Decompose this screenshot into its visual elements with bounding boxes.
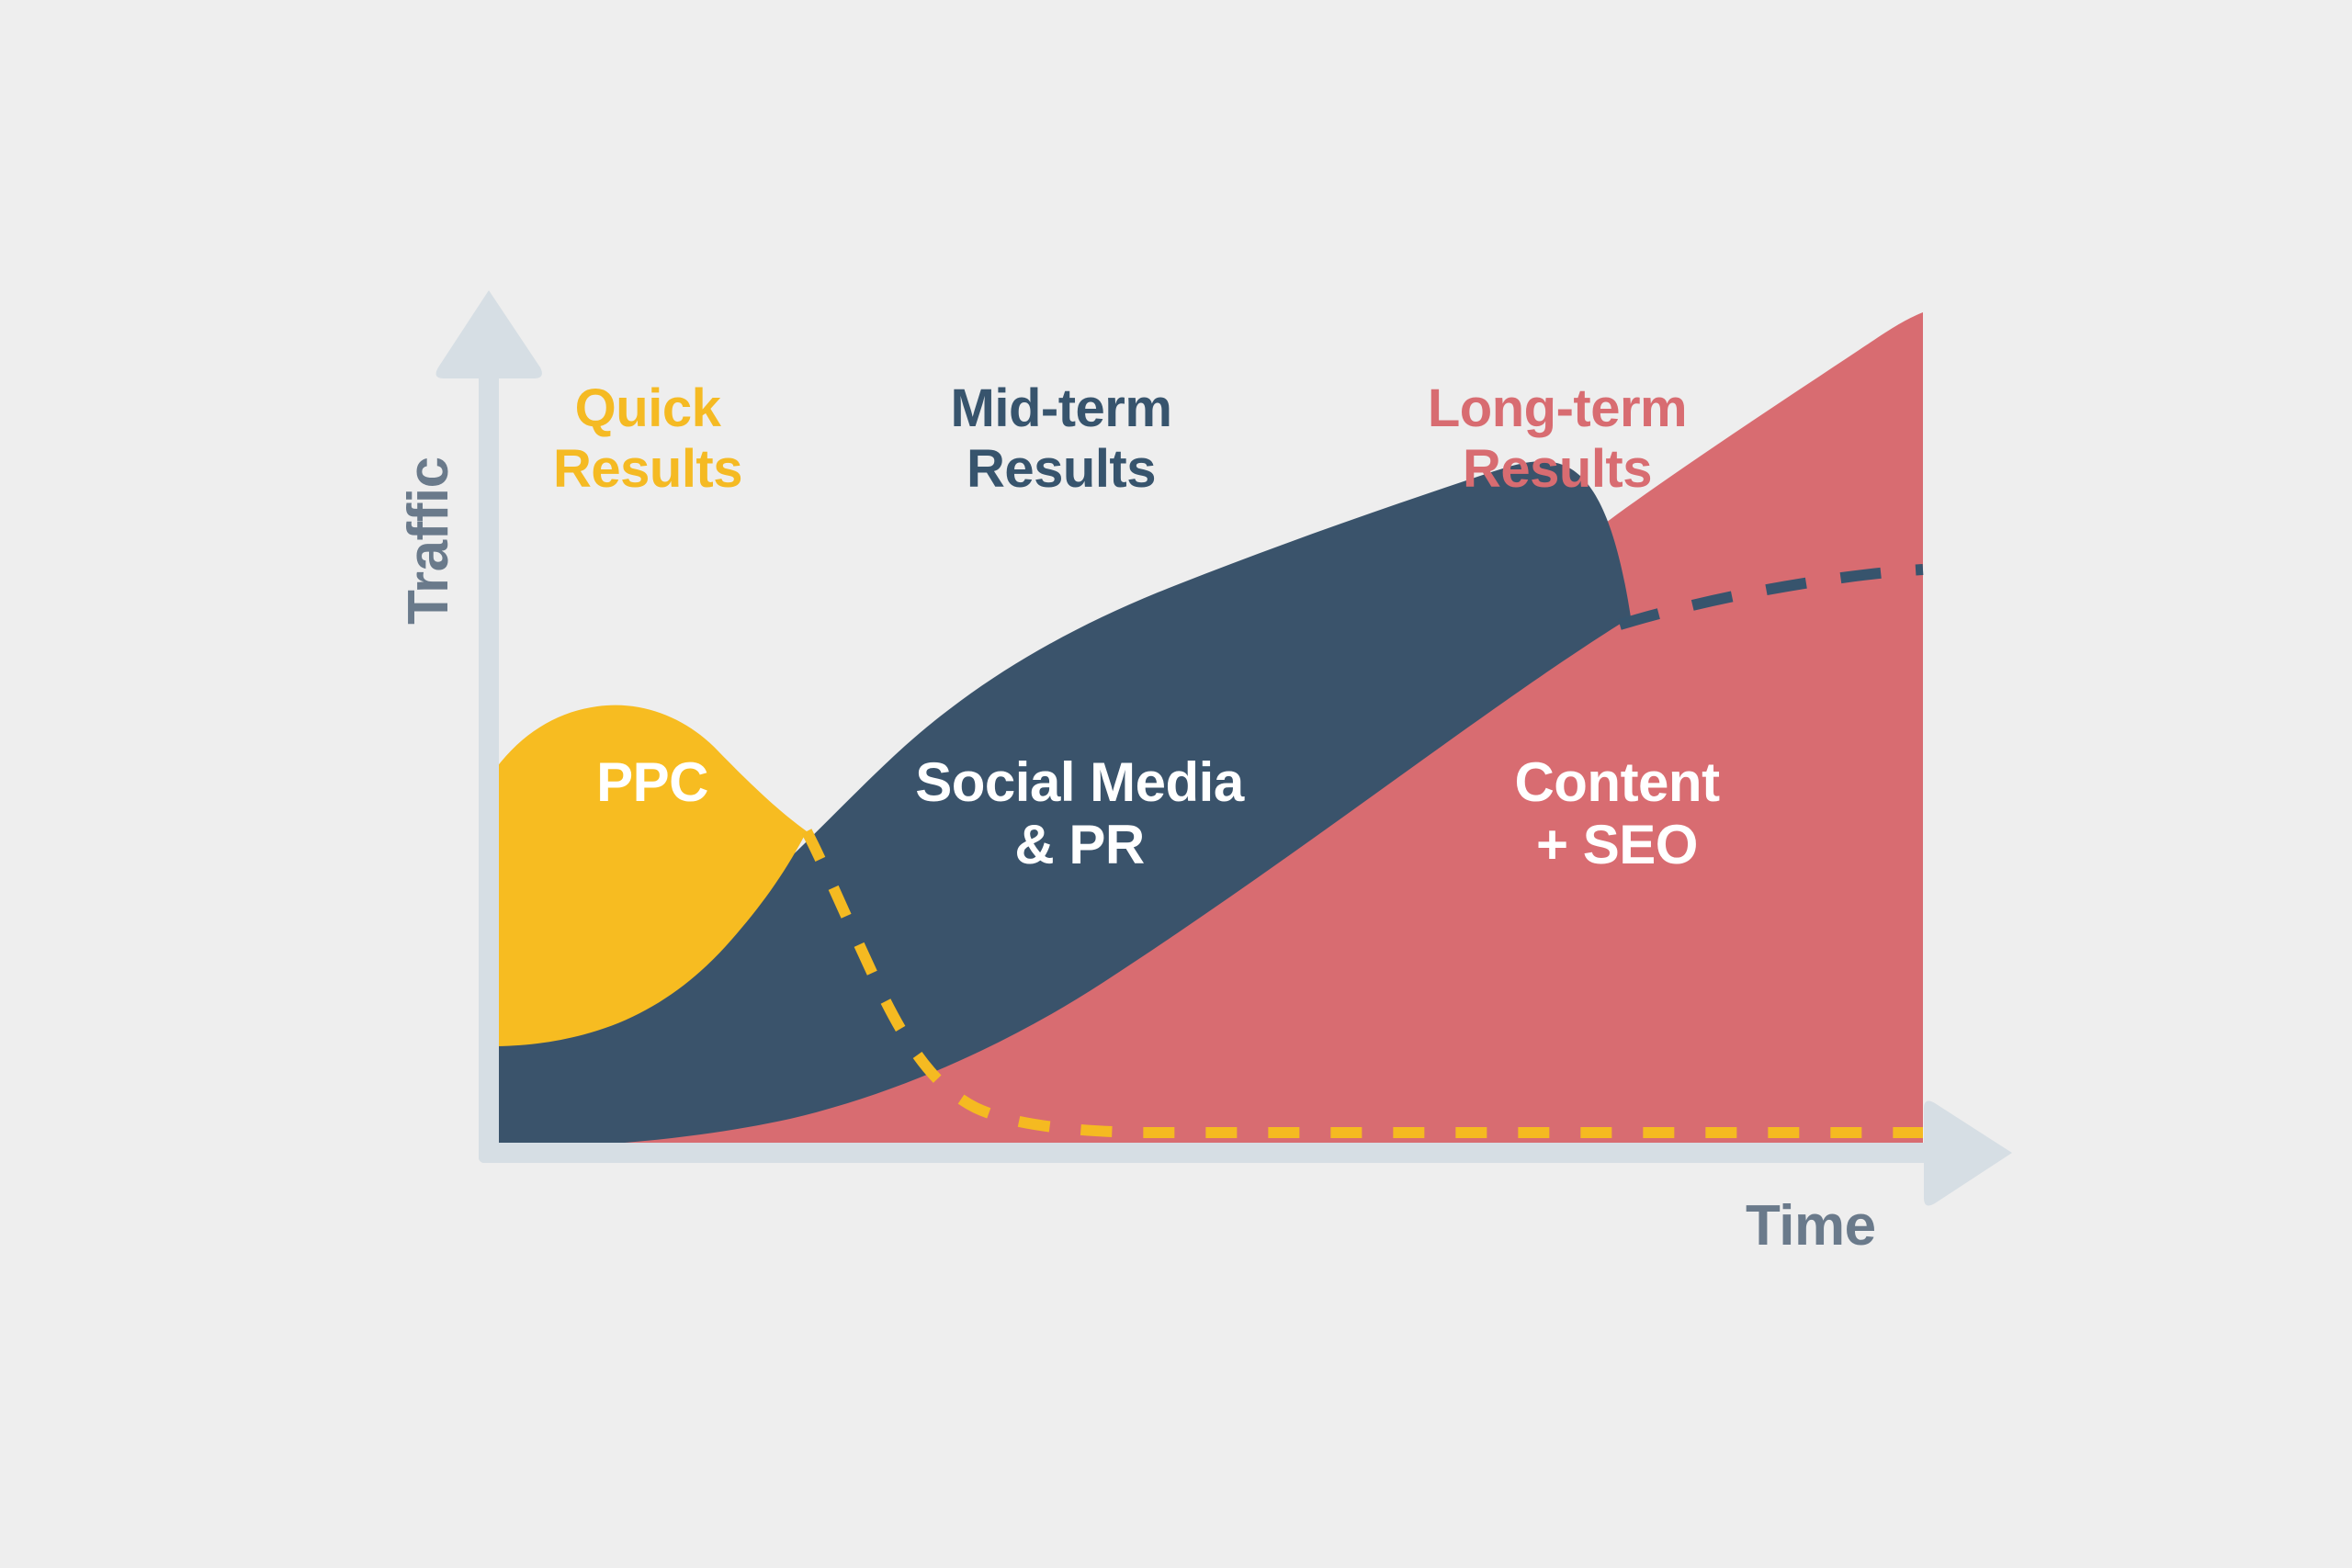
phase-label-mid-term-results: Mid-term Results — [950, 378, 1172, 499]
x-axis-line — [479, 1143, 1958, 1163]
series-label-social-media-pr: Social Media & PR — [915, 751, 1244, 875]
series-label-content-seo: Content + SEO — [1514, 751, 1720, 875]
y-axis-title: Traffic — [397, 457, 460, 625]
area-ppc — [492, 705, 807, 1046]
x-axis-title: Time — [1746, 1194, 1876, 1258]
y-axis-line — [479, 358, 499, 1163]
series-label-ppc: PPC — [596, 751, 708, 813]
phase-label-quick-results: Quick Results — [552, 378, 743, 499]
social-pr-continuation-dashed-line — [1618, 564, 1924, 630]
x-axis-arrowhead-icon — [1924, 1100, 2012, 1206]
ppc-decay-dashed-line — [801, 829, 1923, 1138]
y-axis-arrowhead-icon — [435, 290, 542, 378]
phase-label-long-term-results: Long-term Results — [1427, 378, 1688, 499]
area-social-media-pr — [492, 461, 1631, 1149]
area-content-seo — [492, 312, 1923, 1148]
